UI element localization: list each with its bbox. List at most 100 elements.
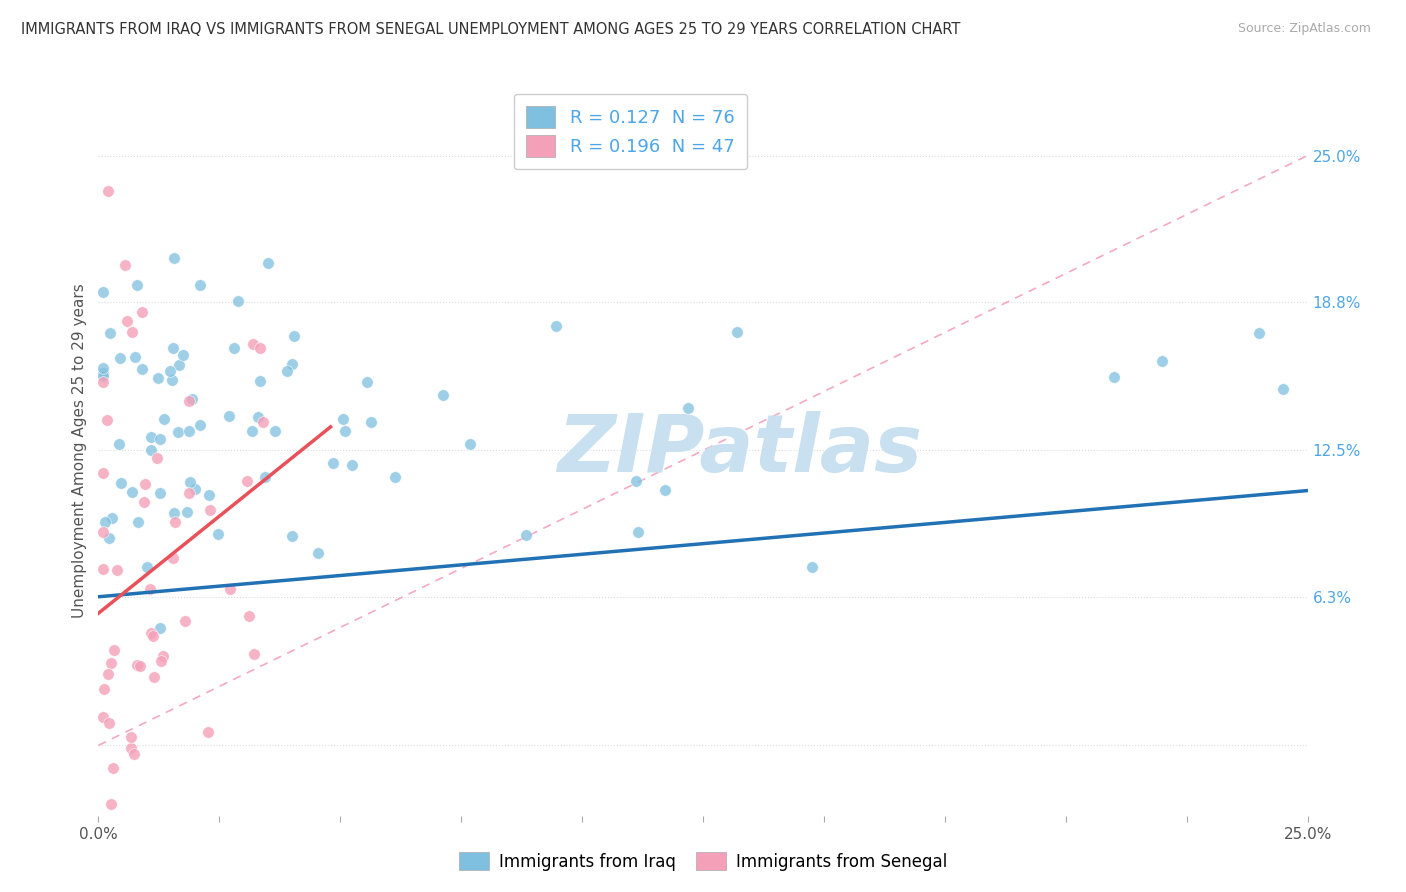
Point [141, 626, 163, 640]
Point [114, 258, 136, 272]
Point [120, 740, 142, 755]
Point [160, 373, 183, 387]
Point [139, 582, 162, 596]
Point [96, 413, 118, 427]
Point [125, 658, 148, 673]
Point [149, 621, 172, 635]
Point [162, 550, 184, 565]
Point [1102, 369, 1125, 384]
Point [146, 371, 169, 385]
Point [117, 314, 139, 328]
Point [153, 412, 176, 426]
Point [360, 416, 382, 430]
Point [91, 285, 114, 300]
Point [333, 424, 356, 438]
Point [242, 424, 264, 438]
Point [152, 648, 174, 663]
Point [93, 681, 115, 696]
Point [460, 437, 482, 451]
Point [218, 409, 240, 424]
Point [188, 278, 211, 293]
Point [127, 516, 149, 530]
Point [184, 482, 207, 496]
Point [238, 609, 260, 624]
Point [91, 366, 114, 380]
Point [198, 488, 221, 502]
Text: Source: ZipAtlas.com: Source: ZipAtlas.com [1237, 22, 1371, 36]
Point [149, 485, 172, 500]
Point [163, 515, 186, 529]
Point [122, 747, 145, 761]
Point [243, 648, 266, 662]
Point [276, 364, 298, 378]
Point [181, 392, 204, 407]
Point [179, 394, 201, 409]
Point [725, 325, 748, 339]
Point [676, 401, 699, 415]
Point [332, 412, 354, 426]
Point [98, 326, 121, 340]
Point [515, 528, 537, 542]
Point [131, 362, 153, 376]
Point [801, 559, 824, 574]
Point [200, 503, 222, 517]
Point [356, 375, 378, 389]
Point [252, 415, 274, 429]
Point [97, 666, 120, 681]
Point [121, 484, 143, 499]
Point [264, 424, 287, 438]
Point [121, 731, 143, 745]
Point [146, 451, 169, 466]
Point [100, 656, 122, 670]
Point [281, 357, 304, 371]
Legend: Immigrants from Iraq, Immigrants from Senegal: Immigrants from Iraq, Immigrants from Se… [450, 844, 956, 880]
Legend: R = 0.127  N = 76, R = 0.196  N = 47: R = 0.127 N = 76, R = 0.196 N = 47 [513, 94, 747, 169]
Point [226, 293, 249, 308]
Point [103, 643, 125, 657]
Point [91, 710, 114, 724]
Point [162, 341, 184, 355]
Point [188, 417, 211, 432]
Point [654, 483, 676, 497]
Text: ZIPatlas: ZIPatlas [557, 411, 922, 490]
Point [172, 348, 194, 362]
Point [384, 470, 406, 484]
Point [173, 614, 195, 628]
Point [242, 337, 264, 351]
Point [100, 511, 122, 525]
Point [128, 658, 150, 673]
Point [256, 256, 278, 270]
Point [121, 326, 143, 340]
Point [103, 761, 125, 775]
Point [142, 629, 165, 643]
Point [163, 506, 186, 520]
Point [307, 546, 329, 560]
Point [432, 388, 454, 402]
Point [624, 474, 647, 488]
Point [254, 470, 277, 484]
Point [322, 456, 344, 470]
Point [98, 531, 121, 545]
Point [91, 368, 114, 383]
Point [91, 360, 114, 375]
Point [94, 515, 117, 529]
Point [176, 505, 198, 519]
Point [246, 409, 269, 424]
Point [134, 476, 156, 491]
Point [163, 251, 186, 265]
Text: IMMIGRANTS FROM IRAQ VS IMMIGRANTS FROM SENEGAL UNEMPLOYMENT AMONG AGES 25 TO 29: IMMIGRANTS FROM IRAQ VS IMMIGRANTS FROM … [21, 22, 960, 37]
Point [91, 376, 114, 390]
Point [100, 797, 122, 812]
Point [91, 562, 114, 576]
Point [91, 524, 114, 539]
Point [197, 725, 219, 739]
Y-axis label: Unemployment Among Ages 25 to 29 years: Unemployment Among Ages 25 to 29 years [72, 283, 87, 618]
Point [1249, 326, 1271, 340]
Point [224, 341, 246, 355]
Point [108, 436, 131, 450]
Point [1272, 383, 1295, 397]
Point [177, 486, 200, 500]
Point [149, 654, 172, 668]
Point [134, 495, 156, 509]
Point [207, 526, 229, 541]
